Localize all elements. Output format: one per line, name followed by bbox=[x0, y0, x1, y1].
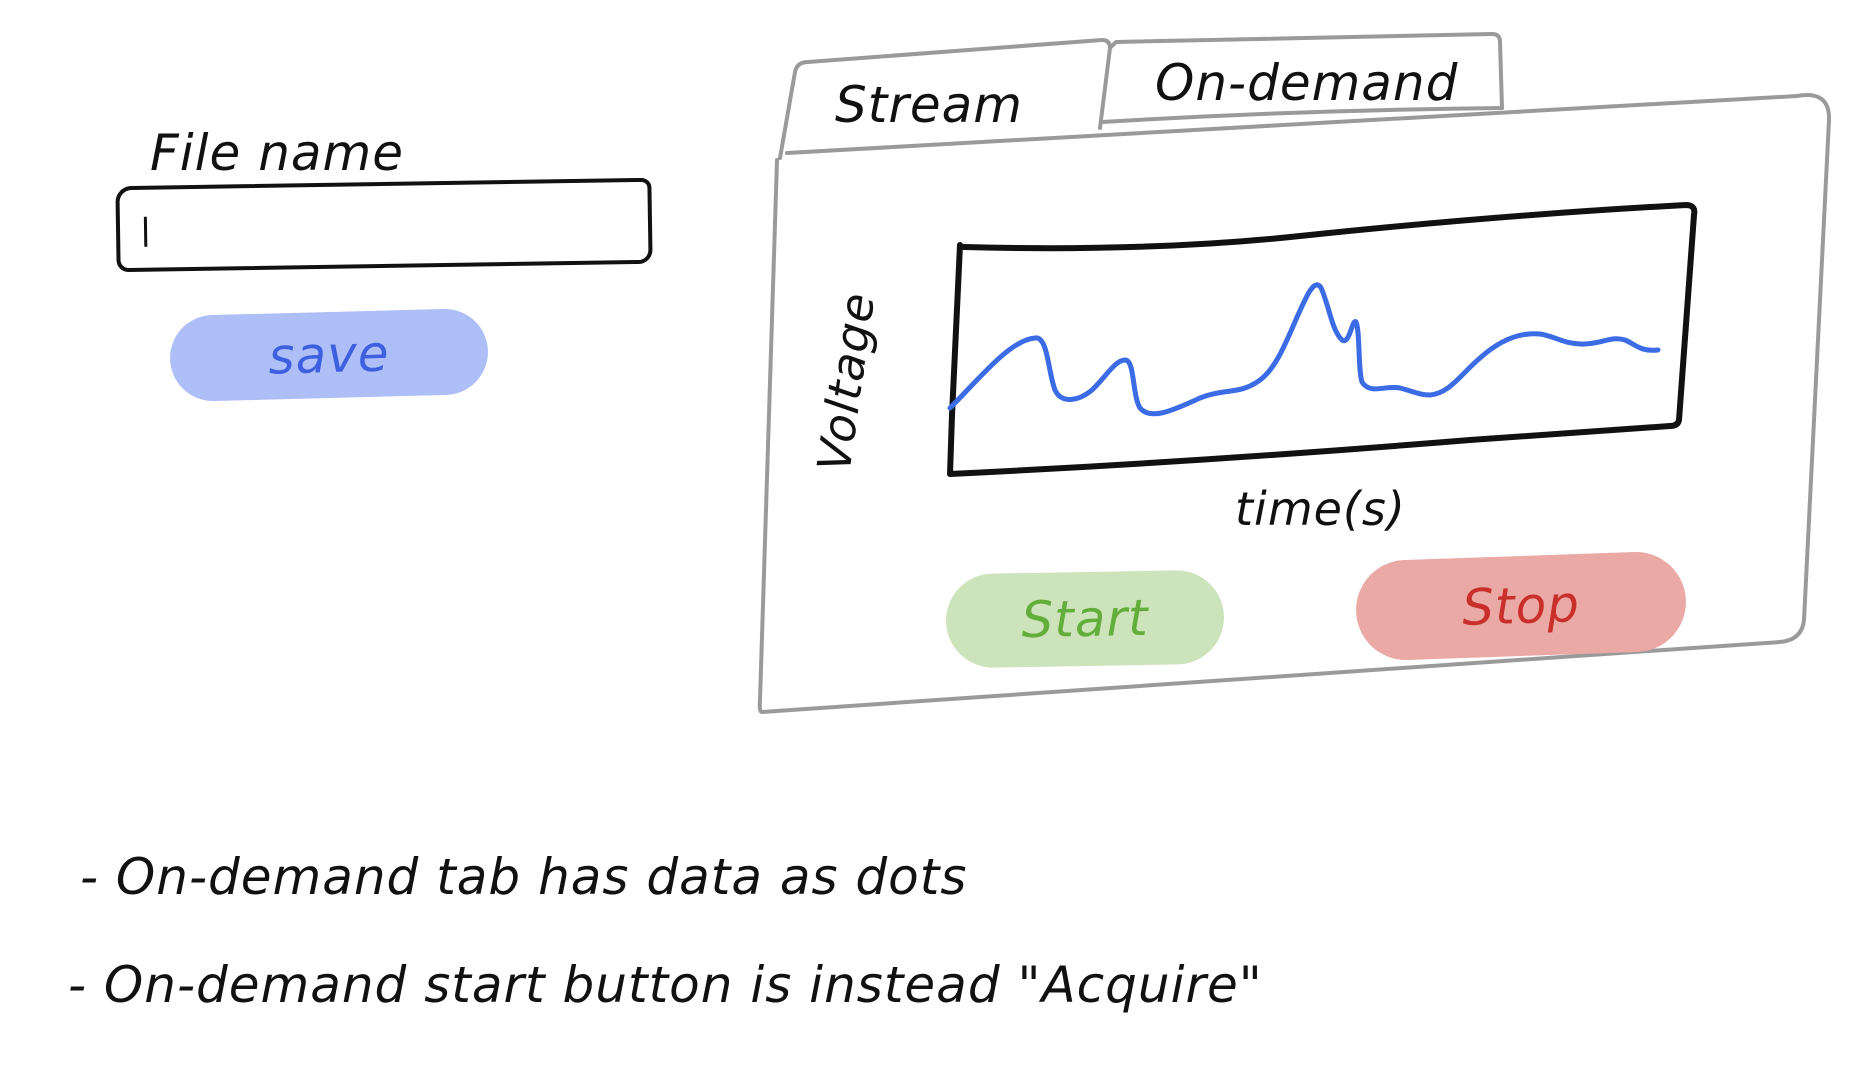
window-frame bbox=[757, 93, 1832, 714]
tab-ondemand-outline bbox=[1108, 32, 1504, 110]
note-line: - On-demand tab has data as dots bbox=[80, 848, 968, 906]
chart-x-axis-label: time(s) bbox=[1235, 482, 1406, 536]
start-button[interactable]: Start bbox=[945, 569, 1225, 669]
tab-on-demand-label: On-demand bbox=[1155, 54, 1459, 112]
voltage-trace bbox=[947, 282, 1661, 417]
chart-frame bbox=[947, 202, 1698, 477]
note-line: - On-demand start button is instead "Acq… bbox=[68, 956, 1263, 1014]
stop-button[interactable]: Stop bbox=[1354, 550, 1688, 662]
text-cursor bbox=[143, 216, 148, 247]
tab-ondemand-baseline bbox=[1100, 106, 1504, 124]
file-name-input[interactable] bbox=[115, 177, 653, 273]
tab-stream-outline bbox=[778, 38, 1112, 160]
save-button[interactable]: save bbox=[168, 307, 490, 403]
tab-stream-label: Stream bbox=[835, 76, 1024, 134]
file-name-label: File name bbox=[150, 124, 404, 182]
